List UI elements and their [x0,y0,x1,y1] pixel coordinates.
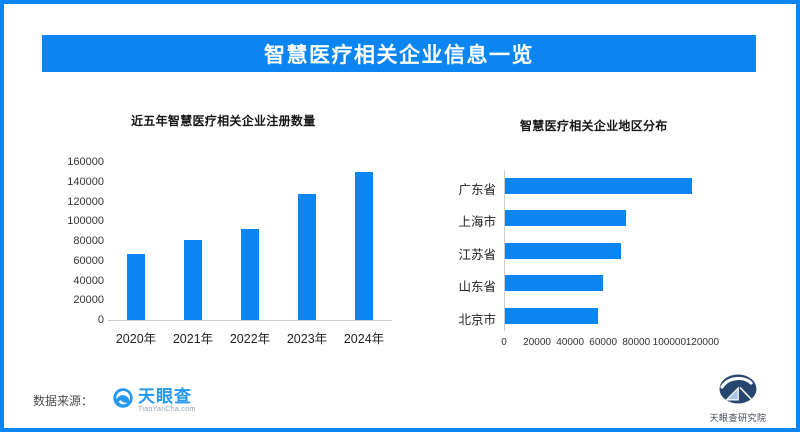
research-institute-icon [718,374,758,409]
right-chart-title: 智慧医疗相关企业地区分布 [520,119,668,133]
x-category-label: 2021年 [172,332,214,346]
x-category-label: 2023年 [286,332,328,346]
left-chart-title: 近五年智慧医疗相关企业注册数量 [131,114,316,128]
research-institute-label: 天眼查研究院 [709,413,767,423]
x-tick-label: 20000 [523,337,551,348]
y-tick-label: 20000 [73,294,104,307]
x-tick-label: 80000 [622,337,651,348]
bar-2020年 [127,253,145,320]
x-category-label: 2024年 [343,332,385,346]
tianyancha-eye-icon [113,388,133,413]
bar-广东省 [505,177,692,194]
page-title: 智慧医疗相关企业信息一览 [264,43,534,67]
data-source-row: 数据来源： 天眼查 TianYanCha.com [33,388,196,413]
y-tick-label: 80000 [73,235,104,247]
x-tick-label: 120000 [685,337,720,348]
y-tick-label: 100000 [67,215,104,228]
y-tick-label: 120000 [67,195,104,208]
x-category-label: 2020年 [115,332,157,346]
x-tick-label: 40000 [556,337,585,348]
y-tick-label: 40000 [73,274,104,287]
y-tick-label: 0 [97,314,104,326]
bar-2021年 [184,240,202,320]
y-axis-line [504,170,505,331]
research-institute-logo: 天眼查研究院 [706,374,770,424]
y-category-label: 山东省 [458,280,496,294]
data-source-label: 数据来源： [33,394,94,408]
y-tick-label: 160000 [67,156,104,168]
bar-山东省 [505,275,603,291]
x-tick-label: 0 [501,337,507,348]
bar-2023年 [298,193,316,320]
y-category-label: 上海市 [458,215,496,229]
y-category-label: 广东省 [458,182,496,197]
y-tick-label: 140000 [67,175,104,188]
y-tick-label: 60000 [73,254,104,267]
header-banner: 智慧医疗相关企业信息一览 [42,35,756,72]
bar-2024年 [355,171,373,320]
x-axis-line [108,320,392,321]
bar-2022年 [241,229,259,320]
bar-北京市 [505,307,598,324]
bar-上海市 [505,210,626,226]
tianyancha-domain-text: TianYanCha.com [138,406,196,413]
y-category-label: 北京市 [458,312,496,327]
y-category-label: 江苏省 [458,247,496,262]
x-tick-label: 100000 [652,337,687,348]
bar-江苏省 [505,242,621,259]
tianyancha-logo-text: 天眼查 [138,387,193,406]
x-tick-label: 60000 [589,337,618,348]
tianyancha-logo: 天眼查 TianYanCha.com [138,388,196,413]
x-category-label: 2022年 [229,332,271,346]
